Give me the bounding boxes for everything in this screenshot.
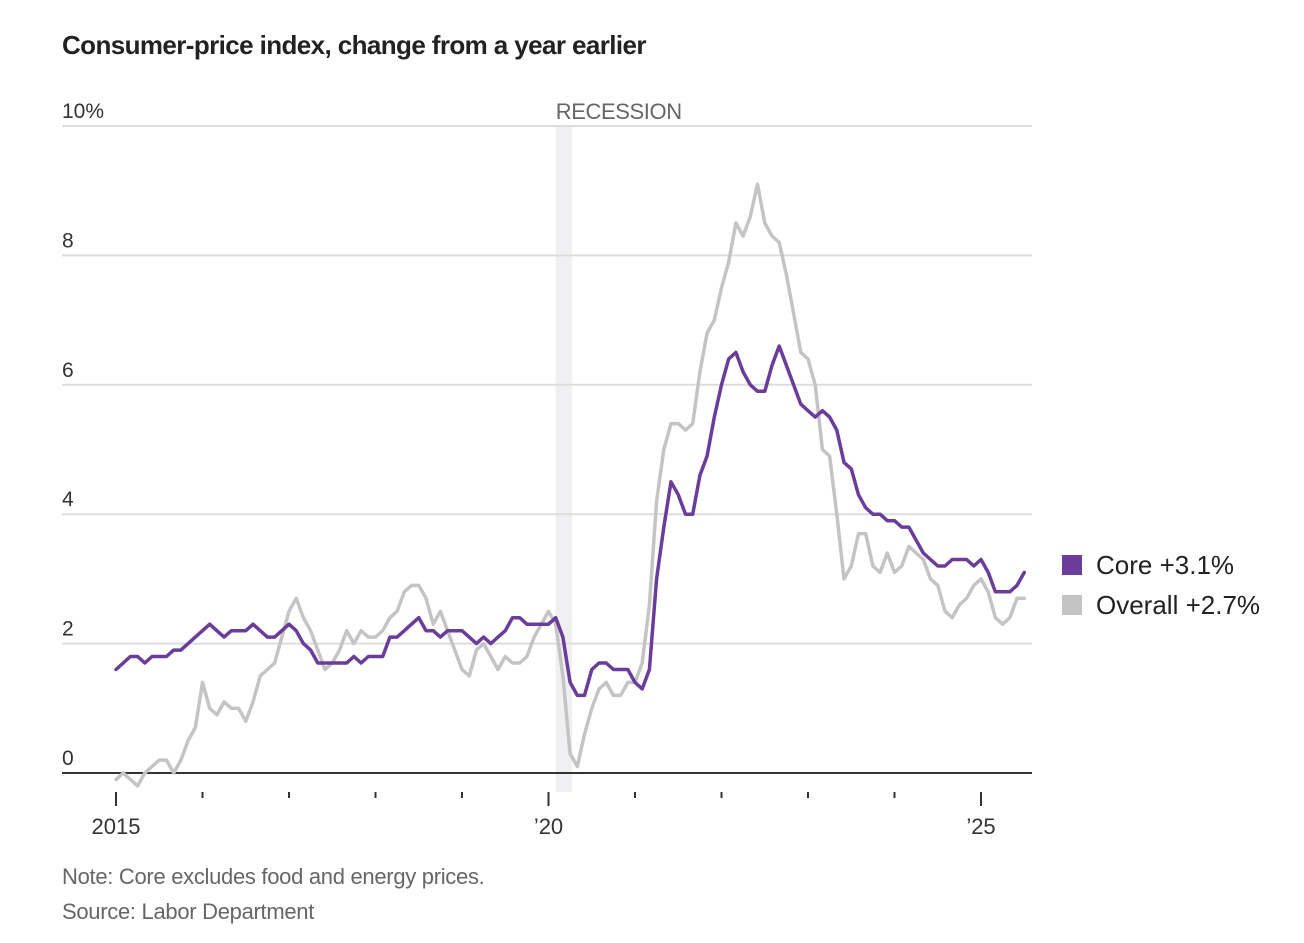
legend-swatch-core	[1062, 555, 1082, 575]
x-tick-label: ’20	[534, 814, 563, 839]
y-tick-label: 8	[62, 229, 74, 252]
chart-title: Consumer-price index, change from a year…	[62, 30, 646, 60]
chart-source: Source: Labor Department	[62, 899, 315, 924]
legend-item-overall: Overall +2.7%	[1062, 585, 1260, 625]
y-tick-label: 0	[62, 747, 74, 770]
chart-note: Note: Core excludes food and energy pric…	[62, 864, 485, 889]
y-tick-label: 6	[62, 359, 74, 382]
series-line-overall	[114, 182, 1027, 788]
x-tick-label: ’25	[966, 814, 995, 839]
series-line-core	[114, 344, 1027, 698]
y-tick-label: 10%	[62, 100, 104, 123]
legend-label-overall: Overall +2.7%	[1096, 589, 1261, 620]
y-tick-label: 4	[62, 488, 74, 511]
x-tick-label: 2015	[92, 814, 141, 839]
recession-label: RECESSION	[556, 99, 682, 124]
legend-label-core: Core +3.1%	[1096, 549, 1235, 580]
legend-item-core: Core +3.1%	[1062, 545, 1260, 585]
chart-legend: Core +3.1% Overall +2.7%	[1062, 545, 1260, 625]
legend-swatch-overall	[1062, 595, 1082, 615]
y-tick-label: 2	[62, 618, 74, 641]
